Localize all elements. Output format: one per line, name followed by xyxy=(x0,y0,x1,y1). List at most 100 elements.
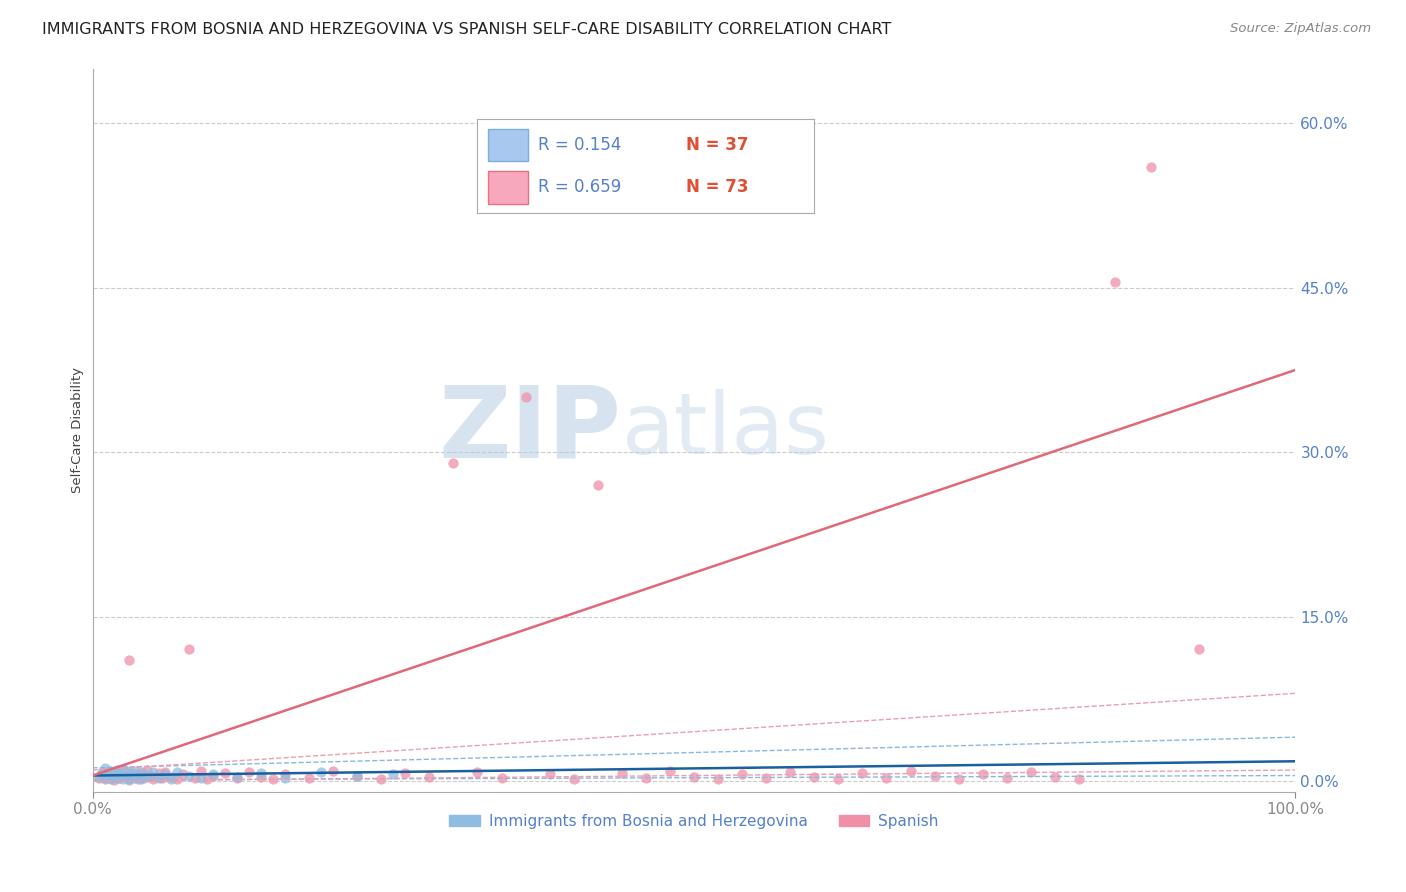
Point xyxy=(177,768,200,782)
Point xyxy=(159,772,181,786)
Point xyxy=(190,764,212,778)
Point xyxy=(731,767,754,781)
Point xyxy=(382,767,405,781)
Point xyxy=(139,768,162,782)
Point xyxy=(184,771,207,785)
Point xyxy=(129,765,152,780)
Point xyxy=(394,766,416,780)
Point xyxy=(124,767,146,781)
Point xyxy=(105,771,128,785)
Point xyxy=(875,771,897,785)
Point xyxy=(115,764,138,778)
Point xyxy=(1188,642,1211,657)
Point xyxy=(755,771,778,785)
Point xyxy=(115,770,138,784)
Point xyxy=(586,478,609,492)
Point xyxy=(515,390,537,404)
Point xyxy=(93,771,115,785)
Point xyxy=(201,767,224,781)
Point xyxy=(250,766,273,780)
Point xyxy=(142,772,165,786)
Point xyxy=(96,767,118,781)
Text: IMMIGRANTS FROM BOSNIA AND HERZEGOVINA VS SPANISH SELF-CARE DISABILITY CORRELATI: IMMIGRANTS FROM BOSNIA AND HERZEGOVINA V… xyxy=(42,22,891,37)
Point xyxy=(1019,765,1042,780)
Point xyxy=(562,772,585,786)
Point xyxy=(190,771,212,785)
Text: atlas: atlas xyxy=(621,389,830,472)
Point xyxy=(274,771,297,785)
Point xyxy=(135,770,157,784)
Point xyxy=(443,456,465,470)
Point xyxy=(142,765,165,780)
Point xyxy=(150,771,173,785)
Point xyxy=(93,772,115,786)
Point xyxy=(129,772,152,786)
Y-axis label: Self-Care Disability: Self-Care Disability xyxy=(72,368,84,493)
Text: Source: ZipAtlas.com: Source: ZipAtlas.com xyxy=(1230,22,1371,36)
Point xyxy=(91,767,114,781)
Point xyxy=(159,770,181,784)
Point xyxy=(135,763,157,777)
Point xyxy=(346,768,368,782)
Point xyxy=(118,653,141,667)
Point xyxy=(250,770,273,784)
Point xyxy=(634,771,657,785)
Point xyxy=(148,766,170,780)
Point xyxy=(172,767,194,781)
Text: ZIP: ZIP xyxy=(439,382,621,479)
Point xyxy=(201,768,224,782)
Legend: Immigrants from Bosnia and Herzegovina, Spanish: Immigrants from Bosnia and Herzegovina, … xyxy=(443,808,945,835)
Point xyxy=(322,764,344,778)
Point xyxy=(111,768,134,782)
Point xyxy=(274,767,297,781)
Point xyxy=(803,770,825,784)
Point xyxy=(226,771,249,785)
Point xyxy=(120,767,142,781)
Point xyxy=(91,765,114,780)
Point xyxy=(226,770,249,784)
Point xyxy=(418,770,440,784)
Point xyxy=(924,768,946,782)
Point xyxy=(166,772,188,786)
Point xyxy=(298,771,321,785)
Point xyxy=(995,771,1018,785)
Point xyxy=(1067,772,1090,786)
Point xyxy=(779,765,801,780)
Point xyxy=(491,771,513,785)
Point xyxy=(127,772,149,786)
Point xyxy=(148,771,170,785)
Point xyxy=(153,767,176,781)
Point xyxy=(120,770,142,784)
Point xyxy=(707,772,730,786)
Point xyxy=(93,761,115,775)
Point xyxy=(153,765,176,780)
Point xyxy=(111,762,134,776)
Point xyxy=(100,772,122,786)
Point xyxy=(262,772,284,786)
Point xyxy=(370,772,392,786)
Point xyxy=(1104,275,1126,289)
Point xyxy=(683,770,706,784)
Point xyxy=(100,764,122,778)
Point xyxy=(103,772,125,787)
Point xyxy=(103,768,125,782)
Point xyxy=(177,642,200,657)
Point xyxy=(118,772,141,787)
Point xyxy=(124,764,146,778)
Point xyxy=(900,764,922,778)
Point xyxy=(166,765,188,780)
Point xyxy=(214,766,236,780)
Point xyxy=(105,763,128,777)
Point xyxy=(111,772,134,786)
Point xyxy=(108,771,131,785)
Point xyxy=(132,771,155,785)
Point xyxy=(827,772,849,786)
Point xyxy=(346,768,368,782)
Point xyxy=(238,765,260,780)
Point xyxy=(105,766,128,780)
Point xyxy=(309,765,332,780)
Point xyxy=(118,772,141,786)
Point xyxy=(851,766,873,780)
Point xyxy=(127,768,149,782)
Point xyxy=(132,766,155,780)
